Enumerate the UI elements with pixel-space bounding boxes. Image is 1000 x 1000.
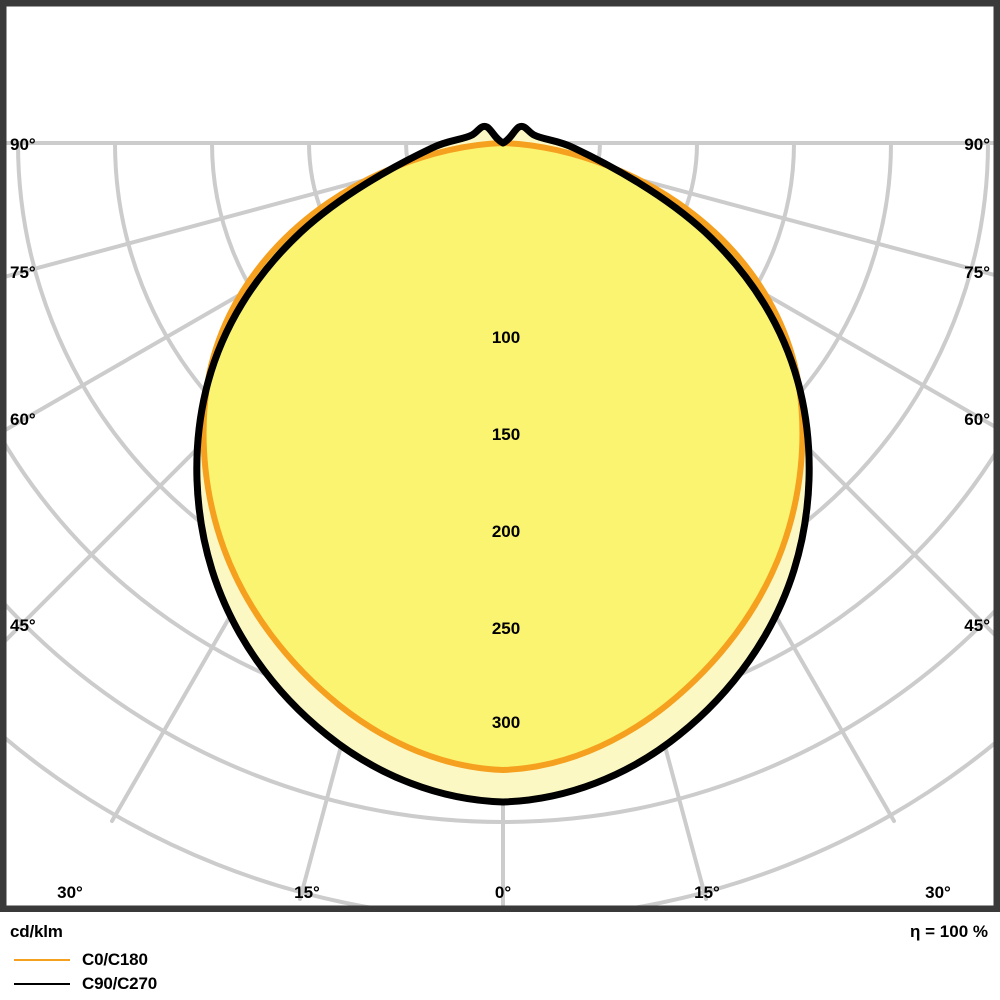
angle-label-left-75: 75° [10,263,36,282]
unit-label: cd/klm [10,922,63,941]
legend-item-c90-c270: C90/C270 [0,972,1000,996]
efficiency-label: η = 100 % [910,922,988,941]
chart-frame: 90° 75° 60° 45° 90° 75° 60° 45° 30° 15° … [0,0,1000,912]
legend-swatch-c0-c180 [14,959,70,961]
radial-label-200: 200 [492,522,520,541]
angle-label-bottom-30-right: 30° [925,883,951,902]
legend-label-c90-c270: C90/C270 [82,974,157,993]
radial-label-300: 300 [492,713,520,732]
radial-label-150: 150 [492,425,520,444]
chart-footer: cd/klm η = 100 % C0/C180 C90/C270 [0,912,1000,1000]
chart-border [0,0,1000,912]
angle-label-bottom-15-right: 15° [694,883,720,902]
angle-label-left-90: 90° [10,135,36,154]
radial-scale-labels: 100 150 200 250 300 [492,328,520,732]
legend-item-c0-c180: C0/C180 [0,948,1000,972]
radial-label-100: 100 [492,328,520,347]
footer-top-row: cd/klm η = 100 % [0,912,1000,946]
angle-label-right-45: 45° [964,616,990,635]
legend-swatch-c90-c270 [14,983,70,985]
radial-label-250: 250 [492,619,520,638]
angle-label-bottom-0: 0° [495,883,511,902]
angle-label-bottom-15-left: 15° [294,883,320,902]
axis-labels-bottom: 30° 15° 0° 15° 30° [57,883,951,902]
angle-label-bottom-30-left: 30° [57,883,83,902]
angle-label-left-60: 60° [10,410,36,429]
legend: C0/C180 C90/C270 [0,948,1000,996]
axis-labels-right: 90° 75° 60° 45° [964,135,990,635]
angle-label-right-75: 75° [964,263,990,282]
angle-label-right-60: 60° [964,410,990,429]
axis-labels-left: 90° 75° 60° 45° [10,135,36,635]
distribution-fill-c0 [203,143,803,770]
angle-label-right-90: 90° [964,135,990,154]
polar-diagram: 90° 75° 60° 45° 90° 75° 60° 45° 30° 15° … [0,0,1000,912]
angle-label-left-45: 45° [10,616,36,635]
curve-c0-c180 [200,140,806,773]
curve-c90-c270 [193,122,813,806]
legend-label-c0-c180: C0/C180 [82,950,148,969]
